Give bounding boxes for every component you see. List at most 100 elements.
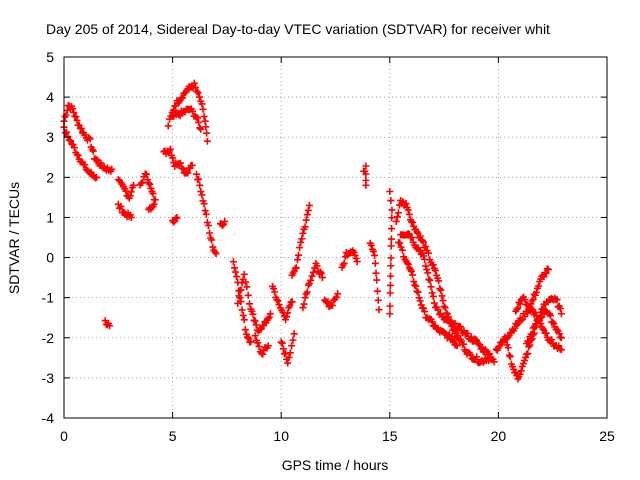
data-point: [524, 350, 532, 358]
data-point: [388, 206, 396, 214]
data-point: [241, 326, 249, 334]
data-point: [251, 317, 259, 325]
data-point: [548, 336, 556, 344]
data-point: [555, 330, 563, 338]
data-point: [293, 256, 301, 264]
data-point: [196, 124, 204, 132]
data-point: [296, 244, 304, 252]
y-tick-label: -4: [42, 410, 55, 426]
data-point: [313, 262, 321, 270]
data-point: [542, 269, 550, 277]
data-point: [520, 357, 528, 365]
data-point: [70, 109, 78, 117]
data-point: [490, 358, 498, 366]
data-point: [179, 165, 187, 173]
data-point: [193, 88, 201, 96]
data-point: [324, 298, 332, 306]
data-point: [419, 304, 427, 312]
data-point: [305, 201, 313, 209]
data-point: [70, 144, 78, 152]
data-point: [424, 249, 432, 257]
data-point: [251, 332, 259, 340]
data-point: [386, 281, 394, 289]
data-point: [201, 207, 209, 215]
data-point: [81, 161, 89, 169]
data-point: [504, 344, 512, 352]
data-point: [393, 213, 401, 221]
data-point: [147, 184, 155, 192]
data-point: [139, 178, 147, 186]
data-point: [318, 274, 326, 282]
data-point: [413, 287, 421, 295]
data-point: [514, 304, 522, 312]
data-point: [298, 235, 306, 243]
data-point: [414, 288, 422, 296]
data-point: [353, 258, 361, 266]
data-point: [72, 113, 80, 121]
data-point: [166, 145, 174, 153]
data-point: [544, 266, 552, 274]
data-point: [421, 255, 429, 263]
data-point: [524, 309, 532, 317]
data-point: [202, 123, 210, 131]
data-point: [198, 191, 206, 199]
data-point: [362, 170, 370, 178]
data-point: [300, 300, 308, 308]
data-point: [408, 233, 416, 241]
data-point: [199, 105, 207, 113]
data-point: [288, 342, 296, 350]
data-point: [317, 269, 325, 277]
data-point: [423, 266, 431, 274]
data-point: [453, 342, 461, 350]
data-point: [456, 323, 464, 331]
data-point: [557, 310, 565, 318]
data-point: [255, 342, 263, 350]
data-point: [304, 281, 312, 289]
data-point: [435, 277, 443, 285]
data-point: [422, 262, 430, 270]
data-point: [372, 269, 380, 277]
data-point: [170, 218, 178, 226]
data-point: [144, 176, 152, 184]
data-point: [387, 254, 395, 262]
data-point: [302, 216, 310, 224]
data-point: [529, 295, 537, 303]
data-point: [438, 292, 446, 300]
data-point: [209, 243, 217, 251]
data-point: [405, 210, 413, 218]
data-point: [540, 273, 548, 281]
data-point: [422, 242, 430, 250]
data-point: [416, 232, 424, 240]
data-point: [404, 260, 412, 268]
data-point: [362, 181, 370, 189]
data-point: [411, 281, 419, 289]
data-point: [521, 296, 529, 304]
y-tick-label: -1: [42, 290, 55, 306]
data-point: [387, 272, 395, 280]
data-point: [264, 315, 272, 323]
data-point: [434, 306, 442, 314]
data-point: [316, 268, 324, 276]
data-point: [428, 318, 436, 326]
data-point: [309, 268, 317, 276]
data-point: [555, 342, 563, 350]
data-point: [240, 316, 248, 324]
data-point: [524, 337, 532, 345]
data-point: [481, 346, 489, 354]
data-point: [273, 296, 281, 304]
data-point: [106, 322, 114, 330]
data-point: [386, 310, 394, 318]
chart-title: Day 205 of 2014, Sidereal Day-to-day VTE…: [46, 21, 550, 37]
data-point: [557, 334, 565, 342]
data-point: [231, 264, 239, 272]
data-point: [419, 252, 427, 260]
data-point: [398, 246, 406, 254]
data-point: [184, 169, 192, 177]
data-point: [289, 336, 297, 344]
data-point: [233, 273, 241, 281]
data-point: [278, 339, 286, 347]
data-point: [239, 311, 247, 319]
data-point: [550, 320, 558, 328]
